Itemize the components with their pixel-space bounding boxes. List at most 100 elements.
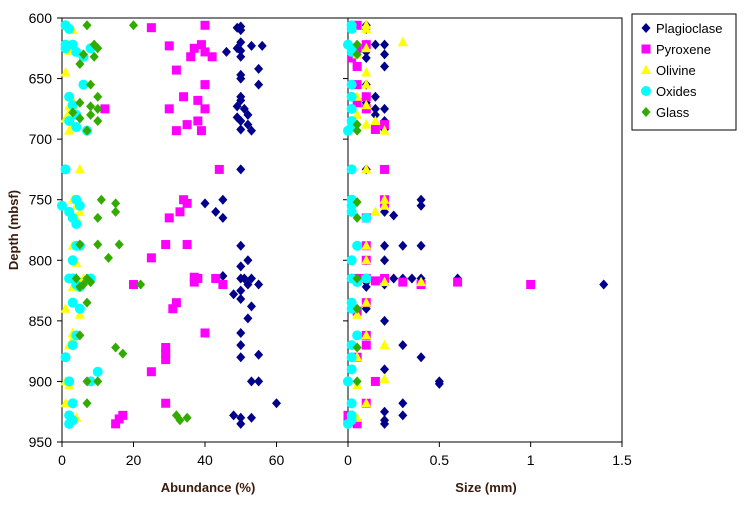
abundance-pyroxene-point [161, 240, 171, 250]
size-pyroxene-point [398, 277, 408, 287]
size-oxides-point [352, 330, 363, 341]
size-plagioclase-point [416, 200, 426, 211]
abundance-olivine-point [74, 163, 85, 174]
size-oxides-point [346, 398, 357, 409]
size-plagioclase-point [416, 240, 426, 251]
x-tick-label: 0 [344, 452, 352, 468]
size-glass-point [352, 119, 362, 130]
abundance-plagioclase-point [243, 119, 253, 130]
size-plagioclase-point [380, 364, 390, 375]
x-axis-title-abundance: Abundance (%) [161, 480, 256, 495]
legend-label-glass: Glass [656, 105, 690, 120]
legend-label-pyroxene: Pyroxene [656, 42, 711, 57]
size-plagioclase-point [361, 52, 371, 63]
abundance-plagioclase-point [246, 125, 256, 136]
legend-label-plagioclase: Plagioclase [656, 21, 723, 36]
y-axis-ticks: 600 650 700 750 800 850 900 950 [29, 10, 348, 450]
abundance-glass-point [86, 277, 96, 288]
size-olivine-point [379, 125, 390, 135]
size-plagioclase-point [380, 61, 390, 72]
abundance-oxides-point [67, 297, 78, 308]
abundance-pyroxene-point [196, 40, 206, 50]
y-tick-label: 600 [29, 10, 53, 26]
abundance-glass-point [82, 297, 92, 308]
size-pyroxene-point [361, 92, 371, 102]
size-plagioclase-point [407, 273, 417, 284]
abundance-plagioclase-point [236, 37, 246, 48]
abundance-plagioclase-point [243, 109, 253, 120]
abundance-pyroxene-point [218, 280, 228, 290]
size-plagioclase-point [370, 109, 380, 120]
y-tick-label: 750 [29, 192, 53, 208]
size-plagioclase-point [380, 103, 390, 114]
size-olivine-point [397, 36, 408, 47]
size-glass-point [352, 342, 362, 353]
abundance-pyroxene-point [168, 304, 178, 314]
size-olivine-point [361, 42, 372, 53]
legend-marker-oxides [641, 86, 651, 96]
y-tick-label: 950 [29, 434, 53, 450]
abundance-olivine-point [74, 206, 85, 216]
abundance-oxides-point [64, 91, 75, 102]
size-plagioclase-point [370, 91, 380, 102]
size-oxides-point [346, 364, 357, 375]
abundance-plagioclase-point [232, 101, 242, 112]
abundance-pyroxene-point [186, 52, 196, 62]
abundance-pyroxene-point [114, 414, 124, 424]
size-olivine-point [379, 373, 390, 384]
size-plagioclase-point [398, 340, 408, 351]
size-oxides-point [361, 212, 372, 223]
abundance-pyroxene-point [164, 104, 174, 114]
abundance-oxides-point [67, 398, 78, 409]
abundance-pyroxene-point [146, 23, 156, 33]
y-tick-label: 850 [29, 313, 53, 329]
size-plagioclase-point [380, 39, 390, 50]
abundance-glass-point [136, 279, 146, 290]
size-oxides-point [346, 164, 357, 175]
size-oxides-point [346, 352, 357, 363]
size-olivine-point [379, 339, 390, 350]
size-plagioclase-point [389, 210, 399, 221]
abundance-olivine-point [60, 67, 71, 77]
abundance-plagioclase-point [218, 212, 228, 223]
abundance-glass-point [78, 279, 88, 290]
abundance-plagioclase-point [232, 112, 242, 123]
size-olivine-point [370, 206, 381, 216]
legend-marker-glass [641, 107, 651, 117]
size-plagioclase-point [416, 194, 426, 205]
y-tick-label: 700 [29, 131, 53, 147]
abundance-glass-point [89, 51, 99, 62]
abundance-oxides-point [71, 46, 82, 57]
abundance-oxides-point [92, 366, 103, 377]
x-tick-label: 20 [126, 452, 142, 468]
abundance-glass-point [93, 376, 103, 387]
abundance-glass-point [114, 239, 124, 250]
abundance-plagioclase-point [236, 164, 246, 175]
size-pyroxene-point [352, 98, 362, 108]
abundance-glass-point [68, 107, 78, 118]
abundance-pyroxene-point [171, 126, 181, 136]
size-plagioclase-point [599, 279, 609, 290]
abundance-plagioclase-point [254, 279, 264, 290]
x-tick-label: 60 [269, 452, 285, 468]
abundance-olivine-point [64, 125, 75, 135]
legend-marker-olivine [641, 64, 651, 74]
size-glass-point [352, 49, 362, 60]
size-pyroxene-point [370, 124, 380, 134]
size-olivine-point [416, 276, 427, 287]
size-oxides-point [343, 418, 353, 429]
size-olivine-point [370, 115, 381, 125]
y-tick-label: 900 [29, 373, 53, 389]
abundance-plagioclase-point [236, 51, 246, 62]
size-oxides-point [346, 206, 357, 217]
size-plagioclase-point [416, 352, 426, 363]
abundance-plagioclase-point [200, 198, 210, 209]
size-pyroxene-point [347, 53, 357, 63]
size-olivine-point [361, 23, 372, 33]
abundance-glass-point [86, 101, 96, 112]
abundance-olivine-point [74, 309, 85, 319]
size-oxides-point [361, 273, 372, 284]
legend: Plagioclase Pyroxene Olivine Oxides Glass [631, 13, 737, 131]
abundance-glass-point [129, 20, 138, 31]
abundance-glass-point [75, 113, 85, 124]
